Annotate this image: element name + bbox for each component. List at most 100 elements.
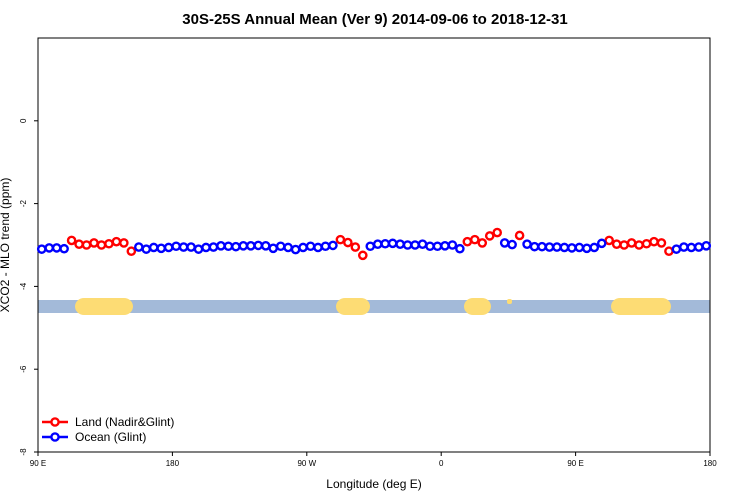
point	[253, 240, 264, 251]
point	[589, 242, 600, 253]
point	[238, 241, 249, 251]
point	[529, 241, 540, 252]
point	[611, 239, 622, 249]
y-axis-label: XCO2 - MLO trend (ppm)	[0, 178, 12, 313]
point	[387, 238, 398, 249]
point	[574, 242, 585, 253]
point	[283, 242, 293, 253]
x-tick-label: 90 W	[297, 459, 316, 468]
x-tick-label: 0	[439, 459, 444, 468]
point	[484, 231, 495, 241]
point	[372, 239, 383, 249]
ocean-strip	[38, 300, 710, 313]
point	[402, 240, 413, 250]
point	[350, 242, 361, 252]
point	[335, 234, 346, 245]
point	[163, 242, 174, 253]
point	[66, 235, 77, 246]
point	[298, 242, 308, 253]
land-patch	[464, 298, 491, 315]
chart-title: 30S-25S Annual Mean (Ver 9) 2014-09-06 t…	[182, 11, 567, 28]
point	[626, 238, 637, 248]
point	[36, 244, 47, 254]
point	[193, 244, 204, 254]
point	[634, 240, 644, 250]
point	[499, 238, 510, 248]
point	[89, 238, 99, 248]
point	[522, 239, 532, 249]
point	[544, 242, 555, 252]
point	[313, 242, 323, 253]
point	[410, 240, 420, 250]
point	[432, 241, 443, 252]
point	[552, 242, 562, 252]
legend-marker	[50, 417, 60, 427]
point	[156, 243, 166, 254]
point	[380, 238, 391, 249]
point	[686, 242, 697, 253]
point	[74, 239, 84, 249]
legend-marker	[50, 432, 60, 442]
point	[268, 243, 279, 254]
point	[148, 242, 159, 253]
point	[59, 243, 69, 254]
point	[469, 234, 480, 245]
point	[596, 238, 607, 249]
point	[126, 246, 137, 257]
point	[447, 240, 458, 250]
x-tick-label: 180	[166, 459, 180, 468]
point	[290, 244, 301, 255]
y-tick-label: -4	[19, 282, 28, 290]
point	[477, 238, 488, 248]
x-tick-label: 90 E	[30, 459, 46, 468]
point	[582, 243, 592, 254]
x-tick-label: 180	[703, 459, 717, 468]
point	[260, 241, 271, 251]
point	[664, 246, 674, 257]
series	[66, 227, 674, 261]
point	[656, 238, 667, 248]
point	[425, 241, 435, 252]
point	[186, 242, 196, 252]
point	[619, 240, 629, 250]
point	[492, 227, 503, 238]
point	[514, 230, 525, 241]
land-patch	[507, 299, 512, 304]
point	[305, 241, 316, 252]
point	[216, 241, 226, 251]
point	[440, 241, 450, 251]
point	[245, 241, 256, 251]
land-ocean-strip	[38, 298, 710, 315]
point	[81, 240, 92, 250]
land-patch	[611, 298, 671, 315]
point	[328, 240, 338, 251]
point	[51, 243, 62, 253]
point	[649, 236, 659, 247]
y-tick-label: -6	[19, 365, 28, 373]
point	[44, 243, 55, 253]
point	[111, 236, 122, 247]
point	[671, 244, 682, 254]
point	[133, 242, 144, 252]
point	[559, 242, 570, 253]
point	[701, 241, 712, 251]
point	[641, 238, 652, 249]
point	[201, 242, 211, 253]
point	[507, 239, 517, 250]
point	[417, 239, 428, 249]
point	[231, 241, 241, 252]
series	[36, 238, 712, 255]
point	[208, 242, 219, 252]
point	[694, 242, 704, 252]
legend-label: Ocean (Glint)	[75, 430, 146, 444]
point	[171, 241, 181, 252]
point	[567, 243, 577, 253]
point	[96, 240, 107, 250]
point	[343, 237, 353, 248]
legend-label: Land (Nadir&Glint)	[75, 415, 174, 429]
land-patch	[336, 298, 370, 315]
y-tick-label: 0	[19, 118, 28, 123]
point	[178, 242, 189, 252]
point	[365, 241, 376, 252]
